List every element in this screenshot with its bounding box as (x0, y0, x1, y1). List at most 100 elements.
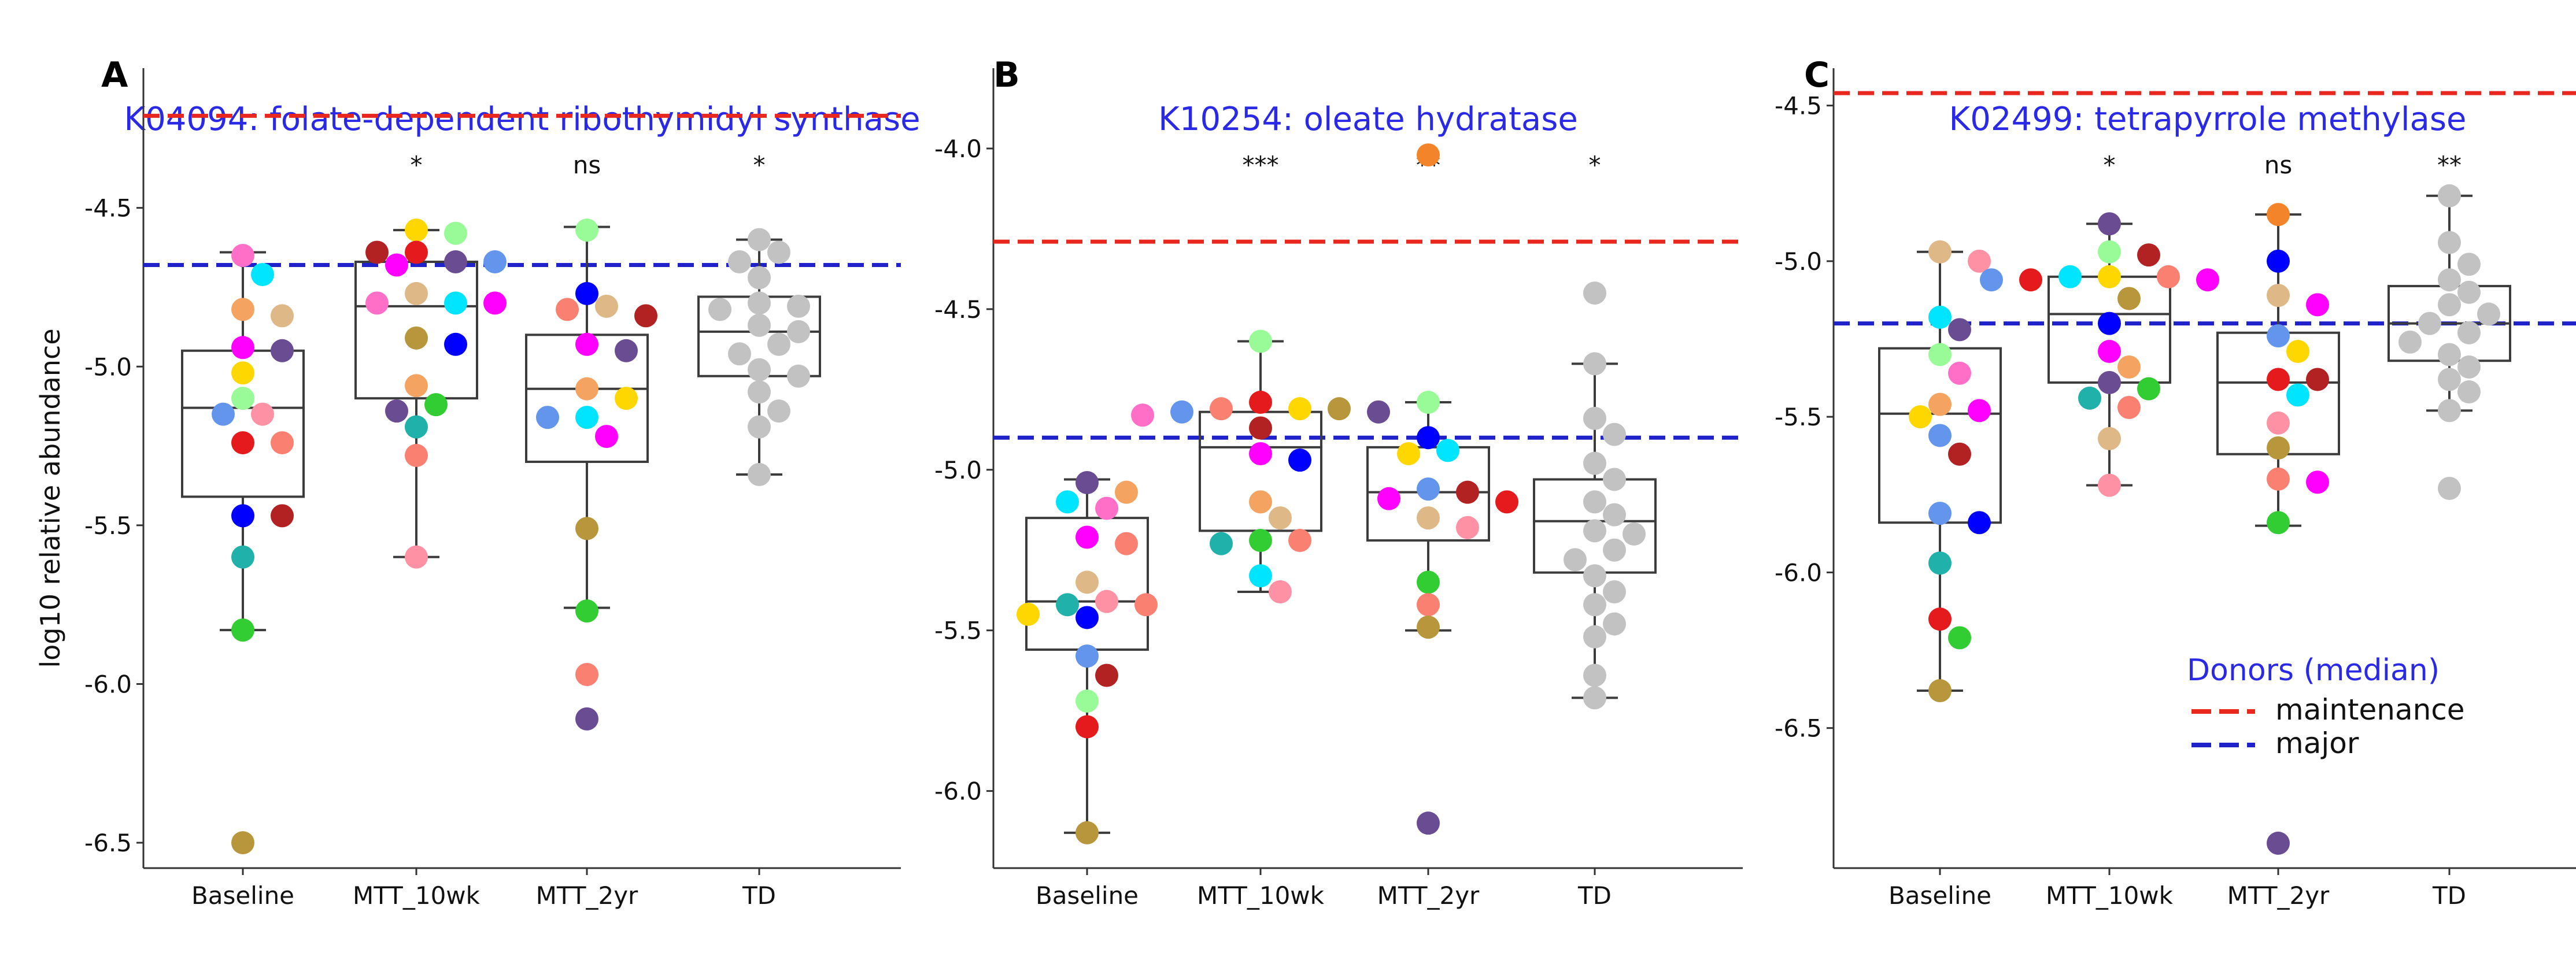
data-point (483, 250, 507, 274)
data-point (2477, 302, 2500, 326)
data-point (1417, 506, 1440, 530)
data-point (1909, 405, 1932, 429)
data-point (748, 462, 771, 486)
data-point (1417, 593, 1440, 617)
significance-label: ** (2437, 151, 2462, 179)
significance-label: ns (2264, 151, 2293, 179)
significance-label: *** (1243, 151, 1279, 179)
data-point (2098, 370, 2121, 394)
data-point (575, 281, 598, 305)
data-point (444, 291, 467, 315)
data-point (1076, 644, 1099, 668)
data-point (2078, 386, 2101, 410)
data-point (1583, 281, 1606, 305)
data-point (1056, 593, 1079, 617)
y-tick-label: -6.0 (1775, 558, 1822, 587)
data-point (2267, 324, 2290, 348)
y-tick-label: -6.5 (1775, 714, 1822, 743)
data-point (1583, 451, 1606, 475)
x-tick-label: TD (1577, 881, 1612, 910)
data-point (1095, 590, 1118, 613)
data-point (1564, 548, 1587, 572)
data-point (1928, 392, 1952, 416)
data-point (405, 240, 428, 264)
data-point (1249, 416, 1272, 440)
data-point (2438, 231, 2461, 254)
data-point (2438, 293, 2461, 317)
data-point (2267, 284, 2290, 307)
data-point (483, 291, 507, 315)
x-tick-label: MTT_10wk (1197, 881, 1325, 910)
x-tick-label: Baseline (1036, 881, 1139, 910)
data-point (1456, 480, 1479, 504)
data-point (2418, 312, 2441, 335)
data-point (2306, 368, 2329, 391)
data-point (271, 504, 294, 528)
data-point (575, 406, 598, 429)
data-point (365, 240, 389, 264)
x-tick-label: Baseline (1888, 881, 1991, 910)
data-point (2098, 340, 2121, 364)
data-point (1928, 424, 1952, 447)
data-point (1583, 564, 1606, 588)
data-point (405, 415, 428, 439)
data-point (615, 339, 638, 362)
data-point (444, 250, 467, 274)
x-tick-label: MTT_2yr (1377, 881, 1480, 910)
data-point (575, 218, 598, 242)
data-point (2438, 368, 2461, 391)
data-point (1603, 503, 1626, 527)
data-point (1288, 529, 1311, 553)
significance-label: ns (573, 151, 601, 179)
data-point (1134, 593, 1158, 617)
data-point (767, 399, 790, 423)
data-point (1076, 570, 1099, 594)
data-point (1377, 487, 1400, 510)
data-point (728, 250, 751, 274)
data-point (2117, 395, 2141, 419)
data-point (1968, 399, 1991, 422)
data-point (1968, 511, 1991, 535)
data-point (2286, 383, 2309, 407)
data-point (2267, 511, 2290, 535)
data-point (2137, 243, 2160, 267)
data-point (1583, 686, 1606, 710)
data-point (1928, 551, 1952, 575)
data-point (2438, 343, 2461, 366)
legend-label-maintenance: maintenance (2275, 693, 2465, 727)
data-point (2267, 467, 2290, 491)
data-point (748, 228, 771, 251)
data-point (2098, 312, 2121, 335)
data-point (1115, 532, 1138, 555)
data-point (2267, 831, 2290, 855)
data-point (1397, 442, 1420, 465)
data-point (1495, 490, 1518, 514)
data-point (1328, 397, 1351, 421)
data-point (1583, 490, 1606, 514)
y-tick-label: -5.0 (934, 456, 982, 484)
data-point (2098, 473, 2121, 497)
data-point (595, 294, 618, 318)
data-point (365, 291, 389, 315)
data-point (2117, 287, 2141, 310)
data-point (2019, 268, 2042, 292)
data-point (1948, 318, 1971, 342)
data-point (2267, 203, 2290, 227)
box (2216, 331, 2340, 455)
data-point (1249, 490, 1272, 514)
data-point (575, 599, 598, 623)
data-point (634, 304, 657, 328)
data-point (2457, 280, 2481, 304)
data-point (575, 332, 598, 356)
data-point (1288, 397, 1311, 421)
data-point (212, 402, 235, 426)
data-point (251, 262, 274, 286)
x-tick-label: Baseline (191, 881, 294, 910)
data-point (1968, 249, 1991, 273)
data-point (536, 406, 559, 429)
data-point (444, 221, 467, 245)
data-point (1603, 468, 1626, 491)
data-point (1928, 240, 1952, 264)
data-point (1928, 607, 1952, 631)
data-point (1249, 564, 1272, 588)
